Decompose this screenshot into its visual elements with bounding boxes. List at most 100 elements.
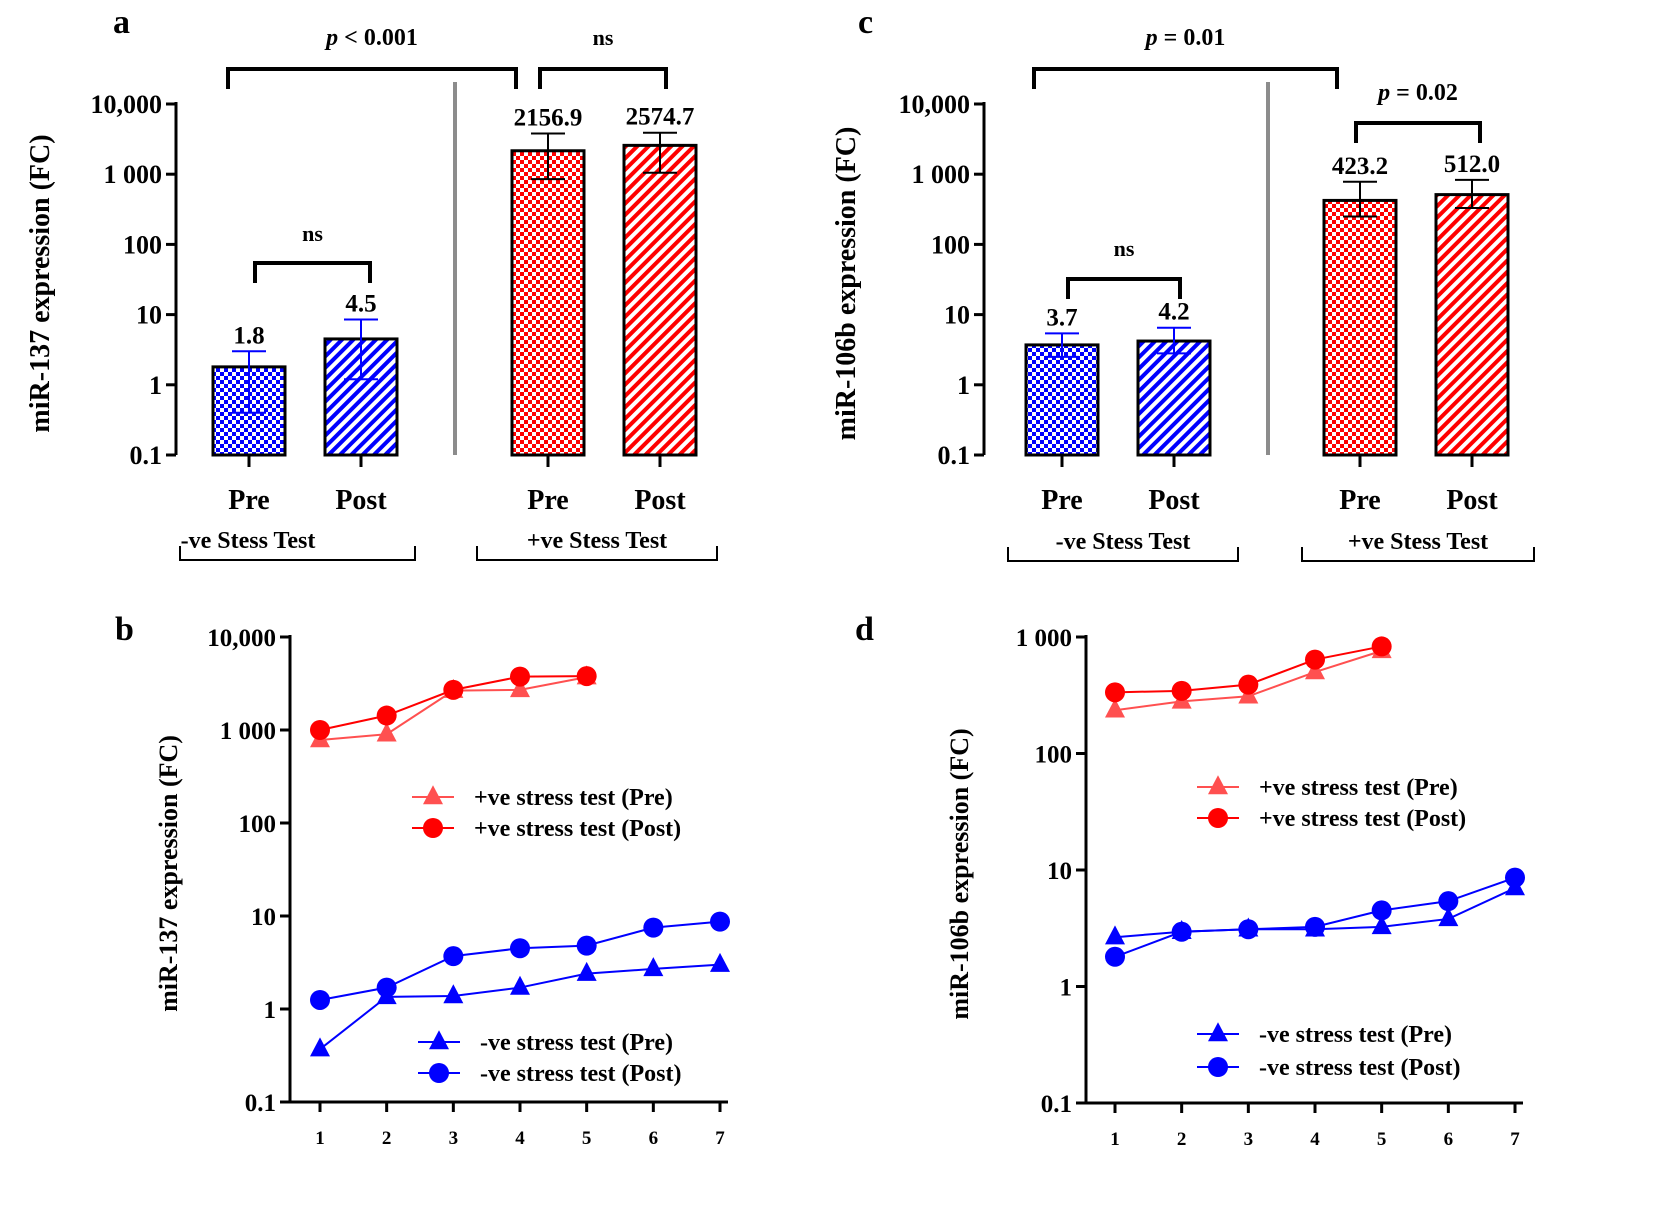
triangle-marker xyxy=(376,722,397,742)
y-tick-label: 1 000 xyxy=(104,160,163,189)
p-value: = 0.01 xyxy=(1158,25,1226,51)
x-tick-label: 3 xyxy=(1244,1129,1254,1150)
between-groups-significance-bracket xyxy=(1032,67,1339,89)
triangle-marker xyxy=(510,678,530,698)
x-tick-label: 3 xyxy=(449,1128,459,1149)
y-tick-label: 10,000 xyxy=(899,90,971,119)
group-bracket xyxy=(1007,547,1239,562)
y-axis-label: miR-137 expression (FC) xyxy=(154,735,183,1012)
panel-a: a miR-137 expression (FC) 0.1 1 10 100 1 000 10… xyxy=(25,4,718,561)
circle-marker xyxy=(1238,674,1259,695)
circle-marker xyxy=(443,946,464,967)
y-tick-label: 10 xyxy=(1047,858,1072,885)
category-label: Pre xyxy=(1339,485,1380,516)
y-tick-label: 0.1 xyxy=(938,441,971,470)
panel-letter: b xyxy=(115,611,134,648)
x-tick-label: 1 xyxy=(1110,1129,1120,1150)
group-label: +ve Stess Test xyxy=(1348,529,1488,555)
circle-marker xyxy=(429,1063,449,1083)
circle-marker xyxy=(310,720,330,740)
triangle-marker xyxy=(423,785,443,805)
y-tick-label: 0.1 xyxy=(245,1090,276,1117)
neg-pair-significance-bracket xyxy=(253,261,372,283)
panel-letter: d xyxy=(855,611,874,648)
category-label: Post xyxy=(634,485,686,516)
x-tick-label: 4 xyxy=(1310,1129,1320,1150)
y-tick-label: 1 xyxy=(1060,975,1073,1002)
group-bracket xyxy=(476,546,718,561)
circle-marker xyxy=(1371,900,1392,921)
triangle-marker xyxy=(429,1030,449,1050)
circle-marker xyxy=(376,977,397,998)
pos-pair-significance-label: p = 0.02 xyxy=(1376,80,1458,106)
triangle-marker xyxy=(1208,775,1228,795)
p-symbol: p xyxy=(1144,25,1158,51)
data-label: 3.7 xyxy=(1046,304,1077,331)
x-tick-label: 2 xyxy=(1177,1129,1187,1150)
bar xyxy=(1434,193,1510,457)
x-tick-label: 4 xyxy=(515,1128,525,1149)
legend-label: -ve stress test (Post) xyxy=(480,1061,681,1087)
group-label: -ve Stess Test xyxy=(1056,529,1191,555)
panel-letter: c xyxy=(858,4,873,41)
circle-marker xyxy=(576,935,597,956)
x-tick-label: 5 xyxy=(1377,1129,1387,1150)
y-tick-label: 0.1 xyxy=(1041,1091,1072,1118)
y-tick-label: 10 xyxy=(136,301,162,330)
x-tick-label: 7 xyxy=(715,1128,725,1149)
y-tick-label: 10,000 xyxy=(91,90,163,119)
circle-marker xyxy=(1305,916,1325,937)
p-value: = 0.02 xyxy=(1390,80,1458,106)
legend-label: +ve stress test (Post) xyxy=(474,816,681,842)
circle-marker xyxy=(710,911,730,932)
data-label: 4.5 xyxy=(345,291,376,318)
category-label: Post xyxy=(1148,485,1200,516)
triangle-marker xyxy=(576,961,597,981)
legend-label: -ve stress test (Pre) xyxy=(1259,1022,1452,1048)
triangle-marker xyxy=(1371,915,1392,935)
triangle-marker xyxy=(510,975,530,995)
y-tick-label: 10 xyxy=(944,301,970,330)
triangle-marker xyxy=(443,984,464,1004)
p-value: < 0.001 xyxy=(338,25,418,51)
panel-d: d miR-106b expression (FC) 0.1 1 10 100 1 000 1… xyxy=(855,611,1525,1150)
category-label: Pre xyxy=(527,485,568,516)
circle-marker xyxy=(1371,636,1392,657)
triangle-marker xyxy=(310,1037,330,1057)
category-label: Pre xyxy=(228,485,269,516)
p-symbol: p xyxy=(324,25,338,51)
legend-label: +ve stress test (Post) xyxy=(1259,806,1466,832)
circle-marker xyxy=(1171,680,1192,701)
circle-marker xyxy=(1208,808,1228,828)
circle-marker xyxy=(1171,921,1192,942)
circle-marker xyxy=(1238,919,1259,940)
x-tick-label: 2 xyxy=(382,1128,392,1149)
group-label: -ve Stess Test xyxy=(181,528,316,554)
data-label: 4.2 xyxy=(1158,299,1189,326)
data-label: 2156.9 xyxy=(514,104,583,131)
circle-marker xyxy=(1438,891,1459,912)
circle-marker xyxy=(1105,946,1125,967)
pos-pair-significance-bracket xyxy=(1354,121,1482,143)
y-tick-label: 0.1 xyxy=(130,441,163,470)
y-tick-label: 100 xyxy=(931,230,970,259)
y-tick-label: 1 xyxy=(264,997,277,1024)
neg-pair-significance-bracket xyxy=(1066,277,1182,299)
y-axis-label: miR-137 expression (FC) xyxy=(25,134,56,432)
circle-marker xyxy=(510,666,530,687)
between-groups-significance-label: p < 0.001 xyxy=(324,25,418,51)
pos-pair-significance-label: ns xyxy=(593,25,614,50)
x-tick-label: 6 xyxy=(1444,1129,1454,1150)
group-label: +ve Stess Test xyxy=(527,528,667,554)
triangle-marker xyxy=(1305,660,1325,680)
triangle-marker xyxy=(1438,907,1459,927)
y-tick-label: 1 000 xyxy=(1016,625,1072,652)
legend-label: +ve stress test (Pre) xyxy=(474,785,673,811)
x-tick-label: 6 xyxy=(649,1128,659,1149)
bar xyxy=(510,149,586,457)
pos-pair-significance-bracket xyxy=(538,67,668,89)
triangle-marker xyxy=(643,957,664,977)
y-tick-label: 100 xyxy=(123,230,162,259)
y-tick-label: 10,000 xyxy=(207,625,276,652)
data-label: 512.0 xyxy=(1444,151,1500,178)
